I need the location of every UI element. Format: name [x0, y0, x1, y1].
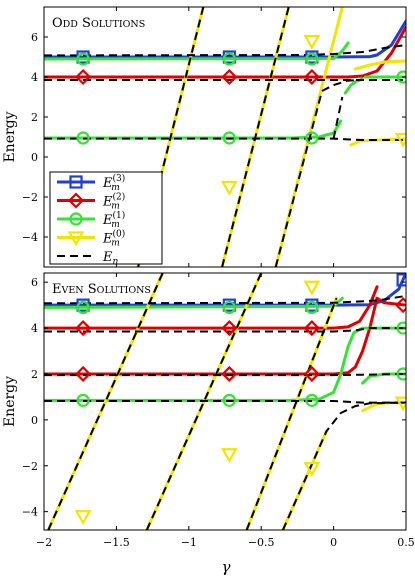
series-En-dashed-0: [44, 44, 406, 57]
series-En-dashed-2: [44, 373, 406, 377]
marker-m0-0: [220, 180, 238, 196]
x-tick-label: 0.5: [397, 536, 415, 549]
series-m2-line-1: [44, 285, 379, 330]
marker-m1-3: [396, 70, 406, 84]
marker-m1-5: [76, 393, 90, 407]
axes-frame: [43, 272, 407, 531]
marker-m2-2: [303, 320, 320, 337]
series-En-dashed-5: [145, 273, 263, 530]
marker-m2-2: [303, 68, 320, 86]
marker-m0-1: [220, 448, 238, 464]
legend-entry-m3: E(3) m: [57, 173, 125, 193]
marker-m2-1: [221, 320, 238, 337]
series-En-dashed-2: [44, 137, 406, 141]
series-En-dashed-1: [44, 327, 406, 333]
panel-title: ODD SOLUTIONS: [52, 16, 145, 31]
y-tick-label: −2: [22, 460, 38, 473]
y-tick-label: 6: [31, 31, 38, 44]
marker-m0-2: [303, 280, 321, 296]
series-m2-line-1: [44, 25, 406, 79]
marker-m2-5: [221, 365, 238, 383]
legend-marker: [67, 231, 85, 247]
legend-label: E(0) m: [102, 229, 125, 249]
marker-m2-6: [303, 365, 320, 383]
series-En-dashed-7: [281, 401, 406, 530]
marker-m2-1: [221, 68, 238, 86]
marker-m3-3: [396, 273, 406, 287]
marker-m0-1: [303, 34, 321, 50]
y-tick-label: 2: [31, 368, 38, 381]
y-tick-label: −2: [22, 191, 38, 204]
marker-m1-6: [305, 131, 319, 145]
marker-m1-3: [396, 321, 406, 335]
legend-label: En: [102, 250, 119, 267]
marker-m1-5: [222, 131, 236, 145]
x-tick-label: 0: [330, 536, 337, 549]
series-En-dashed-4: [221, 7, 290, 267]
y-tick-label: 2: [31, 111, 38, 124]
series-En-dashed-3: [44, 400, 406, 404]
legend-label: E(2) m: [102, 192, 125, 212]
axes-frame: [43, 6, 407, 268]
y-tick-label: 4: [31, 322, 38, 335]
series-En-dashed-0: [44, 294, 406, 305]
marker-m0-4: [394, 396, 406, 412]
series-m3-line-0: [44, 19, 406, 59]
x-axis-label: γ: [222, 558, 231, 576]
series-En-dashed-5: [274, 79, 363, 267]
y-tick-label: 0: [31, 151, 38, 164]
series-m1-line-4: [44, 326, 406, 402]
marker-m1-2: [305, 52, 319, 66]
legend: E(3) mE(2) mE(1) mE(0) mEn: [49, 171, 163, 267]
x-tick-label: −2: [36, 536, 52, 549]
marker-m2-3: [395, 297, 406, 314]
marker-m1-6: [222, 393, 236, 407]
x-tick-label: −1.5: [103, 536, 130, 549]
y-tick-label: 0: [31, 414, 38, 427]
marker-m1-0: [76, 300, 90, 315]
series-m0-line-7: [353, 59, 406, 71]
marker-m1-7: [305, 393, 319, 407]
legend-entry-En: En: [57, 250, 119, 267]
series-En-dashed-4: [47, 273, 164, 530]
legend-label: E(3) m: [102, 173, 125, 193]
y-axis-label: Energy: [2, 111, 18, 162]
series-m1-line-4: [44, 119, 343, 140]
y-tick-label: 6: [31, 276, 38, 289]
marker-m2-0: [75, 68, 92, 86]
marker-m0-3: [303, 461, 321, 477]
marker-m0-2: [394, 132, 406, 148]
marker-m1-1: [222, 52, 236, 66]
marker-m1-2: [305, 300, 319, 315]
series-m2-line-2: [44, 296, 406, 376]
y-axis-label: Energy: [2, 376, 18, 427]
y-tick-label: −4: [22, 231, 38, 244]
marker-m1-4: [76, 131, 90, 145]
series-En-dashed-6: [245, 297, 338, 530]
marker-m0-0: [74, 510, 92, 525]
x-tick-label: −1: [181, 536, 197, 549]
marker-m1-0: [76, 52, 90, 66]
bottom-panel: −4 −2 0 2 4 6 −2 −1.5 −1 −0.5 0 0.5 Energy EVEN SOLUT…: [2, 272, 415, 549]
y-tick-label: 4: [31, 71, 38, 84]
series-m0-line-6: [349, 137, 406, 147]
legend-entry-m2: E(2) m: [57, 192, 125, 212]
marker-m2-4: [75, 365, 92, 383]
series-En-dashed-6: [332, 96, 344, 139]
legend-marker: [67, 192, 85, 209]
x-tick-label: −0.5: [248, 536, 275, 549]
plot-area: [44, 273, 406, 530]
panel-title: EVEN SOLUTIONS: [52, 282, 151, 297]
legend-label: E(1) m: [102, 210, 125, 230]
marker-m1-1: [222, 300, 236, 315]
marker-m2-0: [75, 320, 92, 337]
legend-entry-m0: E(0) m: [57, 229, 125, 249]
y-tick-label: −4: [22, 506, 38, 519]
legend-entry-m1: E(1) m: [57, 210, 125, 230]
legend-marker: [69, 212, 83, 226]
marker-m1-4: [396, 367, 406, 381]
legend-marker: [69, 175, 83, 189]
